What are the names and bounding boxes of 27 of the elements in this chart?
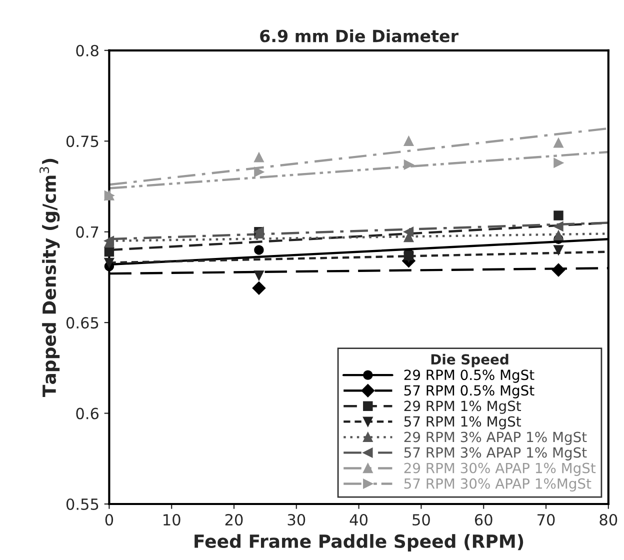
x-tick-label: 0 [105, 514, 114, 526]
y-axis-title: Tapped Density (g/cm$^{3}$) [40, 158, 60, 397]
legend-title: Die Speed [431, 354, 508, 368]
legend-label: 57 RPM 1% MgSt [404, 416, 522, 430]
x-tick-label: 80 [600, 514, 618, 526]
y-tick-label: 0.55 [66, 498, 98, 510]
legend-label: 57 RPM 0.5% MgSt [404, 385, 534, 398]
legend-label: 29 RPM 0.5% MgSt [404, 370, 534, 383]
x-tick-label: 20 [225, 514, 243, 526]
x-tick-label: 40 [350, 514, 368, 526]
legend-label: 29 RPM 3% APAP 1% MgSt [404, 432, 587, 445]
x-tick-label: 30 [288, 514, 306, 526]
x-tick-label: 60 [474, 514, 492, 526]
legend-label: 29 RPM 30% APAP 1% MgSt [404, 462, 596, 476]
y-tick-label: 0.75 [66, 136, 98, 148]
x-tick-label: 70 [538, 514, 555, 526]
chart-title: 6.9 mm Die Diameter [260, 29, 458, 42]
x-axis-title: Feed Frame Paddle Speed (RPM) [194, 534, 524, 552]
legend-label: 57 RPM 3% APAP 1% MgSt [404, 447, 587, 460]
y-tick-label: 0.65 [66, 317, 98, 329]
y-tick-label: 0.6 [76, 408, 99, 420]
legend-label: 29 RPM 1% MgSt [404, 400, 522, 414]
x-tick-label: 50 [412, 514, 430, 526]
legend-label: 57 RPM 30% APAP 1%MgSt [404, 478, 592, 492]
y-tick-label: 0.7 [76, 226, 98, 238]
y-tick-label: 0.8 [76, 44, 98, 56]
x-tick-label: 10 [164, 514, 180, 526]
